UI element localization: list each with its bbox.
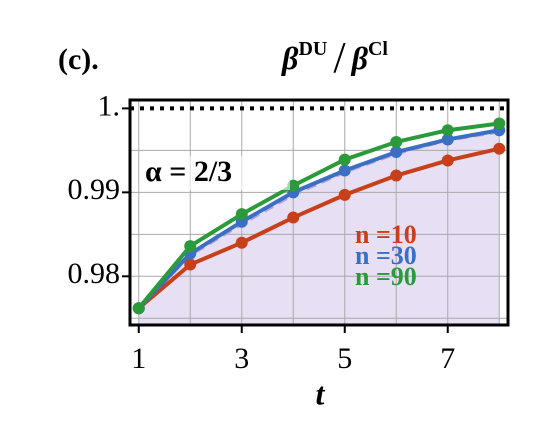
marker xyxy=(235,236,248,249)
marker xyxy=(441,154,454,167)
title-part: β xyxy=(281,40,299,76)
annotation: α = 2/3 xyxy=(145,155,232,188)
marker xyxy=(390,135,403,148)
legend-label: n =30 xyxy=(355,241,417,270)
marker xyxy=(493,117,506,130)
marker xyxy=(390,146,403,159)
annotation-bg xyxy=(140,156,290,190)
x-axis-label: t xyxy=(316,375,326,411)
marker xyxy=(338,153,351,166)
x-tick-label: 1 xyxy=(131,342,146,375)
line xyxy=(137,128,500,310)
marker xyxy=(132,302,145,315)
marker xyxy=(493,142,506,155)
marker xyxy=(184,240,197,253)
panel-label: (c). xyxy=(58,43,99,76)
y-tick-label: 1. xyxy=(98,89,121,122)
plot-frame xyxy=(128,98,510,327)
marker xyxy=(441,124,454,137)
x-tick-label: 5 xyxy=(337,342,352,375)
marker xyxy=(184,258,197,271)
title-part: Cl xyxy=(368,38,388,60)
title-part: β xyxy=(351,40,369,76)
title-part: / xyxy=(333,33,346,82)
marker xyxy=(287,179,300,192)
chart-title: βDU / βCl xyxy=(281,33,388,82)
legend-label: n =10 xyxy=(355,220,417,249)
x-tick-label: 7 xyxy=(440,342,455,375)
line xyxy=(137,146,500,310)
y-tick-label: 0.98 xyxy=(68,257,121,290)
marker xyxy=(235,208,248,221)
legend-label: n =90 xyxy=(355,262,417,291)
marker xyxy=(287,211,300,224)
marker xyxy=(338,164,351,177)
y-tick-label: 0.99 xyxy=(68,173,121,206)
marker xyxy=(390,169,403,182)
marker xyxy=(338,188,351,201)
marker xyxy=(441,133,454,146)
title-part: DU xyxy=(298,38,327,60)
line xyxy=(137,121,500,310)
x-tick-label: 3 xyxy=(234,342,249,375)
